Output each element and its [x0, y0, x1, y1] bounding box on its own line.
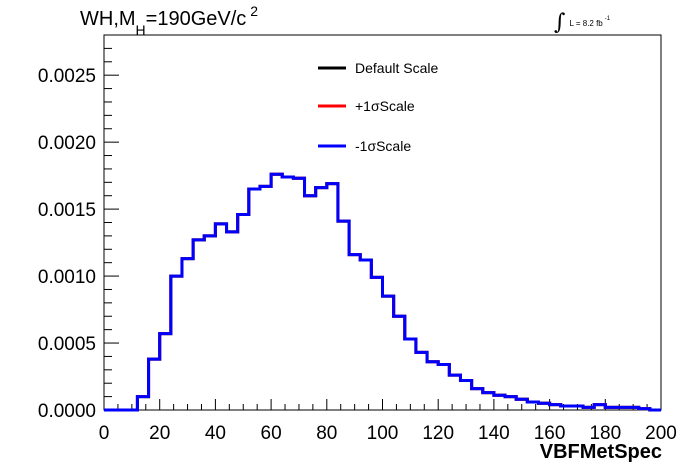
series-line-2 [104, 172, 661, 412]
y-tick-label: 0.0010 [38, 267, 96, 288]
title-superscript: 2 [250, 3, 259, 19]
integral-symbol: ∫ [554, 10, 566, 35]
x-tick-label: 60 [261, 423, 282, 444]
y-tick-label: 0.0005 [38, 334, 96, 355]
y-tick-label: 0.0020 [38, 133, 96, 154]
luminosity-text: L = 8.2 fb [569, 19, 603, 28]
legend-label-2: -1σScale [355, 138, 411, 154]
x-tick-label: 40 [205, 423, 226, 444]
luminosity-superscript: -1 [604, 16, 611, 22]
x-tick-label: 180 [589, 423, 621, 444]
x-tick-label: 200 [645, 423, 677, 444]
y-tick-label: 0.0000 [38, 401, 96, 422]
legend-label-1: +1σScale [355, 98, 415, 114]
y-tick-label: 0.0015 [38, 200, 96, 221]
x-tick-label: 0 [99, 423, 110, 444]
x-tick-label: 120 [422, 423, 454, 444]
y-tick-label: 0.0025 [38, 66, 96, 87]
title-mid: =190GeV/c [145, 8, 247, 30]
x-tick-label: 160 [534, 423, 566, 444]
title-subscript: H [135, 22, 146, 38]
x-tick-label: 20 [149, 423, 170, 444]
x-tick-label: 140 [478, 423, 510, 444]
x-tick-label: 80 [316, 423, 337, 444]
chart-title: WH,MH=190GeV/c 2 [80, 3, 258, 38]
legend-label-0: Default Scale [355, 60, 438, 76]
plot-frame [103, 34, 662, 411]
luminosity-label: ∫ L = 8.2 fb -1 [554, 10, 610, 35]
title-base: WH,M [80, 8, 136, 30]
axes: 0 20 40 60 80 100 120 140 160 180 200 0.0000 0.0005 0… [38, 34, 677, 444]
legend: Default Scale +1σScale -1σScale [318, 60, 438, 154]
x-axis-label: VBFMetSpec [539, 441, 662, 463]
x-tick-label: 100 [367, 423, 399, 444]
series-layer [104, 172, 661, 412]
